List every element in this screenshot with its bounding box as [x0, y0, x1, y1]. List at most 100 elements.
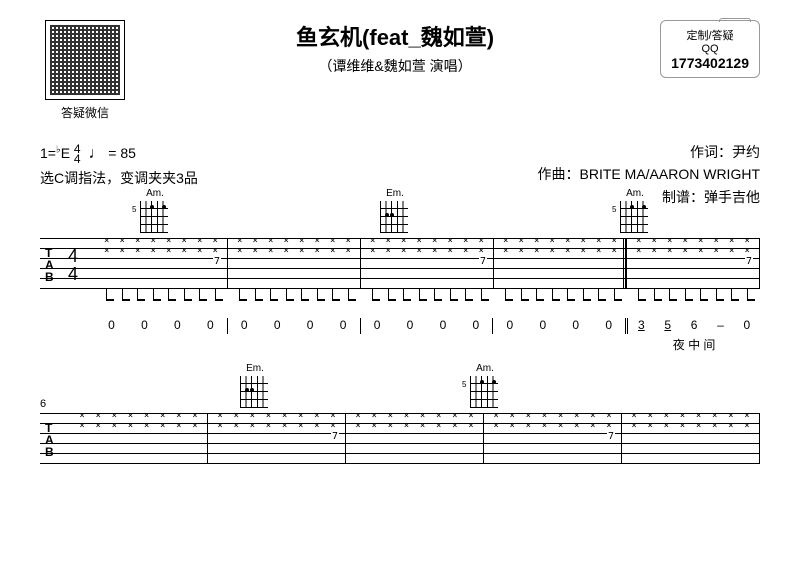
x: ×: [388, 411, 393, 421]
chord-grid: [240, 376, 268, 408]
x: ×: [436, 411, 441, 421]
chord-label-em: Em.: [380, 188, 410, 199]
x: ×: [95, 421, 100, 431]
x: ×: [683, 246, 688, 256]
x: ×: [565, 246, 570, 256]
x: ×: [346, 236, 351, 246]
chord-label-am: Am.: [620, 188, 650, 199]
x: ×: [128, 421, 133, 431]
x: ×: [463, 246, 468, 256]
x: ×: [192, 411, 197, 421]
x-marks: ×××××××× ××××××××: [498, 239, 622, 289]
tab-clef: T A B: [45, 247, 54, 283]
x: ×: [729, 246, 734, 256]
x: ×: [176, 421, 181, 431]
tab-content-1: ×××××××× ×××××××× 7 ×××××××× ×××××××× ××…: [95, 239, 760, 289]
chord-label-am: Am.: [140, 188, 170, 199]
x: ×: [144, 411, 149, 421]
x: ×: [192, 421, 197, 431]
key-prefix: 1=: [40, 145, 56, 161]
contact-platform: QQ: [671, 43, 749, 55]
x: ×: [420, 411, 425, 421]
tab-staff-1: T A B 4 4 ×××××××× ×××××××× 7 ×××××××× ×…: [40, 238, 760, 298]
n: 0: [539, 318, 546, 353]
x: ×: [213, 236, 218, 246]
x: ×: [664, 421, 669, 431]
x: ×: [631, 421, 636, 431]
x: ×: [698, 246, 703, 256]
tempo-value: = 85: [108, 145, 136, 161]
x: ×: [253, 236, 258, 246]
chord-dot: [390, 213, 394, 217]
x: ×: [314, 411, 319, 421]
x: ×: [144, 421, 149, 431]
x: ×: [581, 236, 586, 246]
x: ×: [479, 246, 484, 256]
x: ×: [509, 421, 514, 431]
chord-dot: [642, 205, 646, 209]
x: ×: [728, 421, 733, 431]
double-barline: [623, 239, 626, 289]
lyricist-label: 作词：: [690, 144, 732, 160]
chord-em-2: Em.: [240, 363, 270, 408]
x: ×: [197, 246, 202, 256]
x: ×: [253, 246, 258, 256]
x: ×: [664, 411, 669, 421]
x: ×: [417, 246, 422, 256]
tab-staff-2: T A B ×××××××× ×××××××× ×××××××× ×××××××…: [40, 413, 760, 473]
x-marks: ×××××××× ×××××××× 7: [631, 239, 755, 289]
x: ×: [652, 246, 657, 256]
stems: [232, 289, 356, 304]
x: ×: [237, 236, 242, 246]
n: 0: [340, 318, 347, 353]
n: 0: [572, 318, 579, 353]
key-tempo-line: 1=♭E 44 ♩ = 85: [40, 141, 198, 167]
n: 0: [407, 318, 414, 353]
x: ×: [371, 421, 376, 431]
x: ×: [314, 421, 319, 431]
time-signature: 44: [74, 144, 81, 166]
x: ×: [542, 421, 547, 431]
x: ×: [386, 246, 391, 256]
qr-pattern: [50, 25, 120, 95]
x: ×: [468, 421, 473, 431]
lyricist-line: 作词：尹约: [538, 141, 760, 163]
chord-am-2: Am. 5: [620, 188, 650, 233]
x: ×: [436, 421, 441, 431]
x: ×: [596, 236, 601, 246]
x: ×: [417, 236, 422, 246]
x: ×: [79, 421, 84, 431]
x: ×: [680, 411, 685, 421]
x: ×: [370, 236, 375, 246]
title-section: 鱼玄机(feat_魏如萱) （谭维维&魏如萱 演唱）: [130, 20, 660, 76]
x: ×: [558, 421, 563, 431]
qr-section: 答疑微信: [40, 20, 130, 121]
x: ×: [404, 421, 409, 431]
x: ×: [534, 236, 539, 246]
x: ×: [542, 411, 547, 421]
lyric-m2: 0000: [228, 318, 360, 353]
x: ×: [503, 236, 508, 246]
n: 0: [605, 318, 612, 353]
x: ×: [565, 236, 570, 246]
x: ×: [135, 236, 140, 246]
n: 0: [241, 318, 248, 353]
x: ×: [550, 236, 555, 246]
x-marks: ×××××××× ××××××××: [74, 414, 203, 464]
chord-dot: [385, 213, 389, 217]
chord-grid: 5: [470, 376, 498, 408]
x: ×: [166, 236, 171, 246]
x: ×: [213, 246, 218, 256]
chord-am-1: Am. 5: [140, 188, 170, 233]
qr-code: [45, 20, 125, 100]
lyric-text: 夜 中 间: [628, 336, 760, 353]
x: ×: [581, 246, 586, 256]
x: ×: [160, 421, 165, 431]
x: ×: [534, 246, 539, 256]
x: ×: [463, 236, 468, 246]
measure-7: ×××××××× ×××××××× 7: [208, 414, 346, 464]
measure-10: ×××××××× ××××××××: [622, 414, 760, 464]
x: ×: [282, 411, 287, 421]
x: ×: [744, 411, 749, 421]
x: ×: [612, 246, 617, 256]
